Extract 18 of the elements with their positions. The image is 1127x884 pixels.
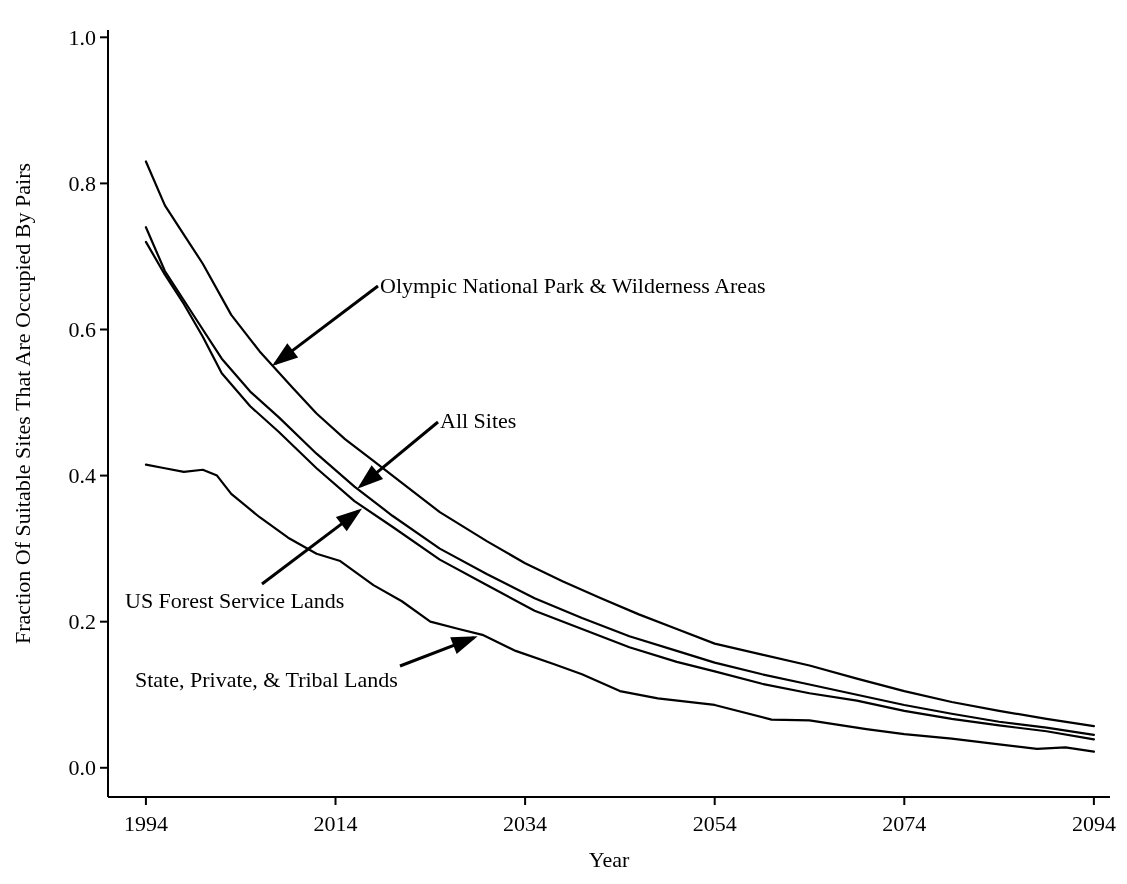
y-tick-label: 0.4: [68, 463, 96, 489]
x-tick-label: 2034: [503, 811, 548, 836]
y-tick-label: 0.0: [68, 755, 96, 781]
annotation: Olympic National Park & Wilderness Areas: [380, 273, 766, 298]
x-tick-label: 2094: [1071, 811, 1116, 836]
x-tick-label: 2014: [313, 811, 358, 836]
annotation: US Forest Service Lands: [125, 588, 345, 613]
y-tick-label: 0.2: [68, 609, 96, 635]
x-axis-title: Year: [588, 847, 630, 872]
y-axis-title: Fraction Of Suitable Sites That Are Occupied By Pairs: [10, 162, 35, 645]
x-tick-label: 2074: [882, 811, 927, 836]
x-tick-label: 2054: [692, 811, 737, 836]
x-tick-label: 1994: [123, 811, 168, 836]
y-tick-label: 0.8: [68, 171, 96, 197]
annotation: All Sites: [440, 408, 517, 433]
y-tick-label: 0.6: [68, 317, 96, 343]
annotation: State, Private, & Tribal Lands: [135, 667, 398, 692]
y-tick-label: 1.0: [68, 25, 96, 50]
